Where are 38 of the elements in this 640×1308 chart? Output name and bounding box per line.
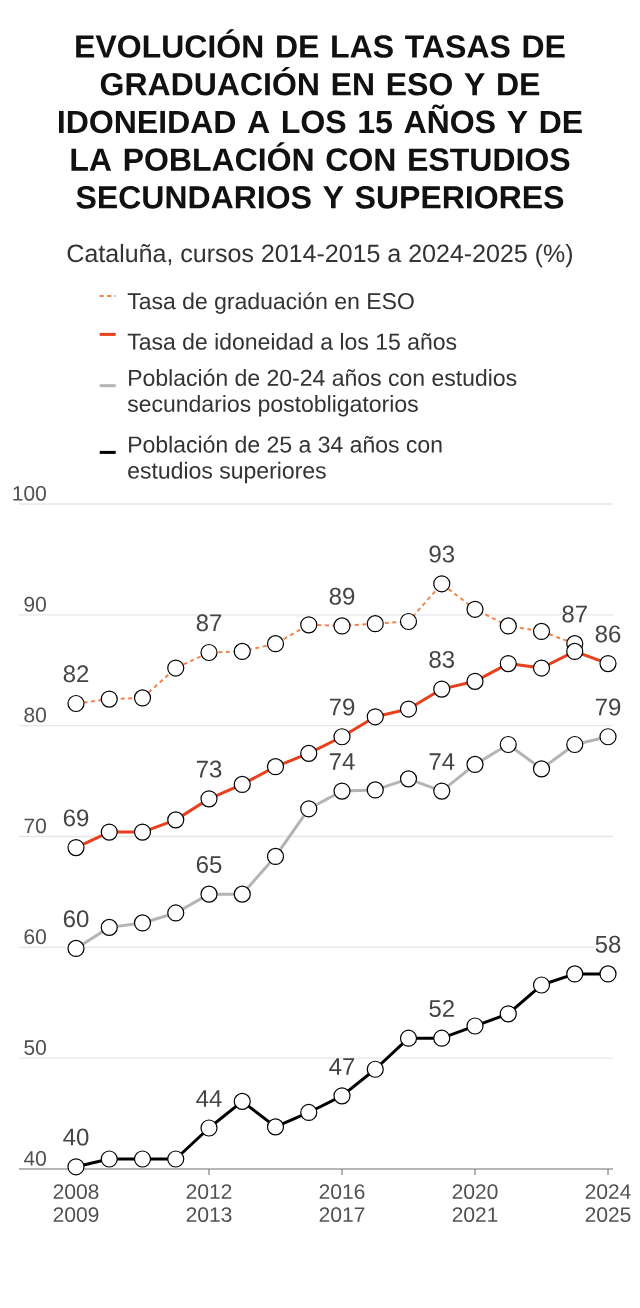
x-tick-label: 2008 2009 xyxy=(53,1184,99,1223)
data-label: 58 xyxy=(595,935,621,953)
data-label: 79 xyxy=(595,698,621,716)
data-label: 60 xyxy=(63,910,89,928)
x-tick-label: 2016 2017 xyxy=(319,1184,365,1223)
y-tick-label: 50 xyxy=(24,1040,46,1055)
data-label: 74 xyxy=(329,753,355,770)
legend-label: Tasa de idoneidad a los 15 años xyxy=(127,332,457,350)
data-label: 40 xyxy=(63,1128,89,1146)
x-tick-label: 2012 2013 xyxy=(186,1184,232,1223)
x-tick-label: 2024 2025 xyxy=(585,1184,631,1223)
y-tick-label: 80 xyxy=(24,707,46,723)
chart-title: EVOLUCIÓN DE LAS TASAS DE GRADUACIÓN EN ESO Y DE IDONEIDAD A LOS 15 AÑOS Y DE LA POBLACIÓN CON ESTUDIOS SECUNDARIOS Y SUPERIORES xyxy=(59,29,582,209)
data-label: 83 xyxy=(429,650,455,668)
y-tick-label: 100 xyxy=(13,485,46,501)
y-tick-label: 70 xyxy=(24,818,46,834)
data-label: 79 xyxy=(329,698,355,716)
data-label: 47 xyxy=(329,1058,355,1075)
data-label: 74 xyxy=(429,753,455,770)
data-label: 73 xyxy=(196,760,222,778)
data-label: 87 xyxy=(196,614,222,632)
y-tick-label: 40 xyxy=(23,1150,46,1166)
data-label: 86 xyxy=(595,625,621,643)
legend-label: Tasa de graduación en ESO xyxy=(127,292,414,314)
y-tick-label: 60 xyxy=(24,929,46,945)
data-label: 69 xyxy=(63,809,89,827)
x-tick-label: 2020 2021 xyxy=(452,1184,498,1223)
data-label: 93 xyxy=(429,545,455,563)
data-label: 65 xyxy=(196,855,222,873)
data-label: 87 xyxy=(562,605,587,623)
data-label: 82 xyxy=(63,665,89,683)
data-label: 89 xyxy=(329,587,355,605)
chart-subtitle: Cataluña, cursos 2014-2015 a 2024-2025 (%) xyxy=(67,243,572,268)
data-label: 52 xyxy=(429,1000,454,1018)
data-label: 44 xyxy=(196,1090,222,1107)
legend-label: Población de 25 a 34 años con estudios superiores xyxy=(128,435,442,484)
y-tick-label: 90 xyxy=(24,596,46,612)
legend-label: Población de 20-24 años con estudios secundarios postobligatorios xyxy=(127,368,517,417)
